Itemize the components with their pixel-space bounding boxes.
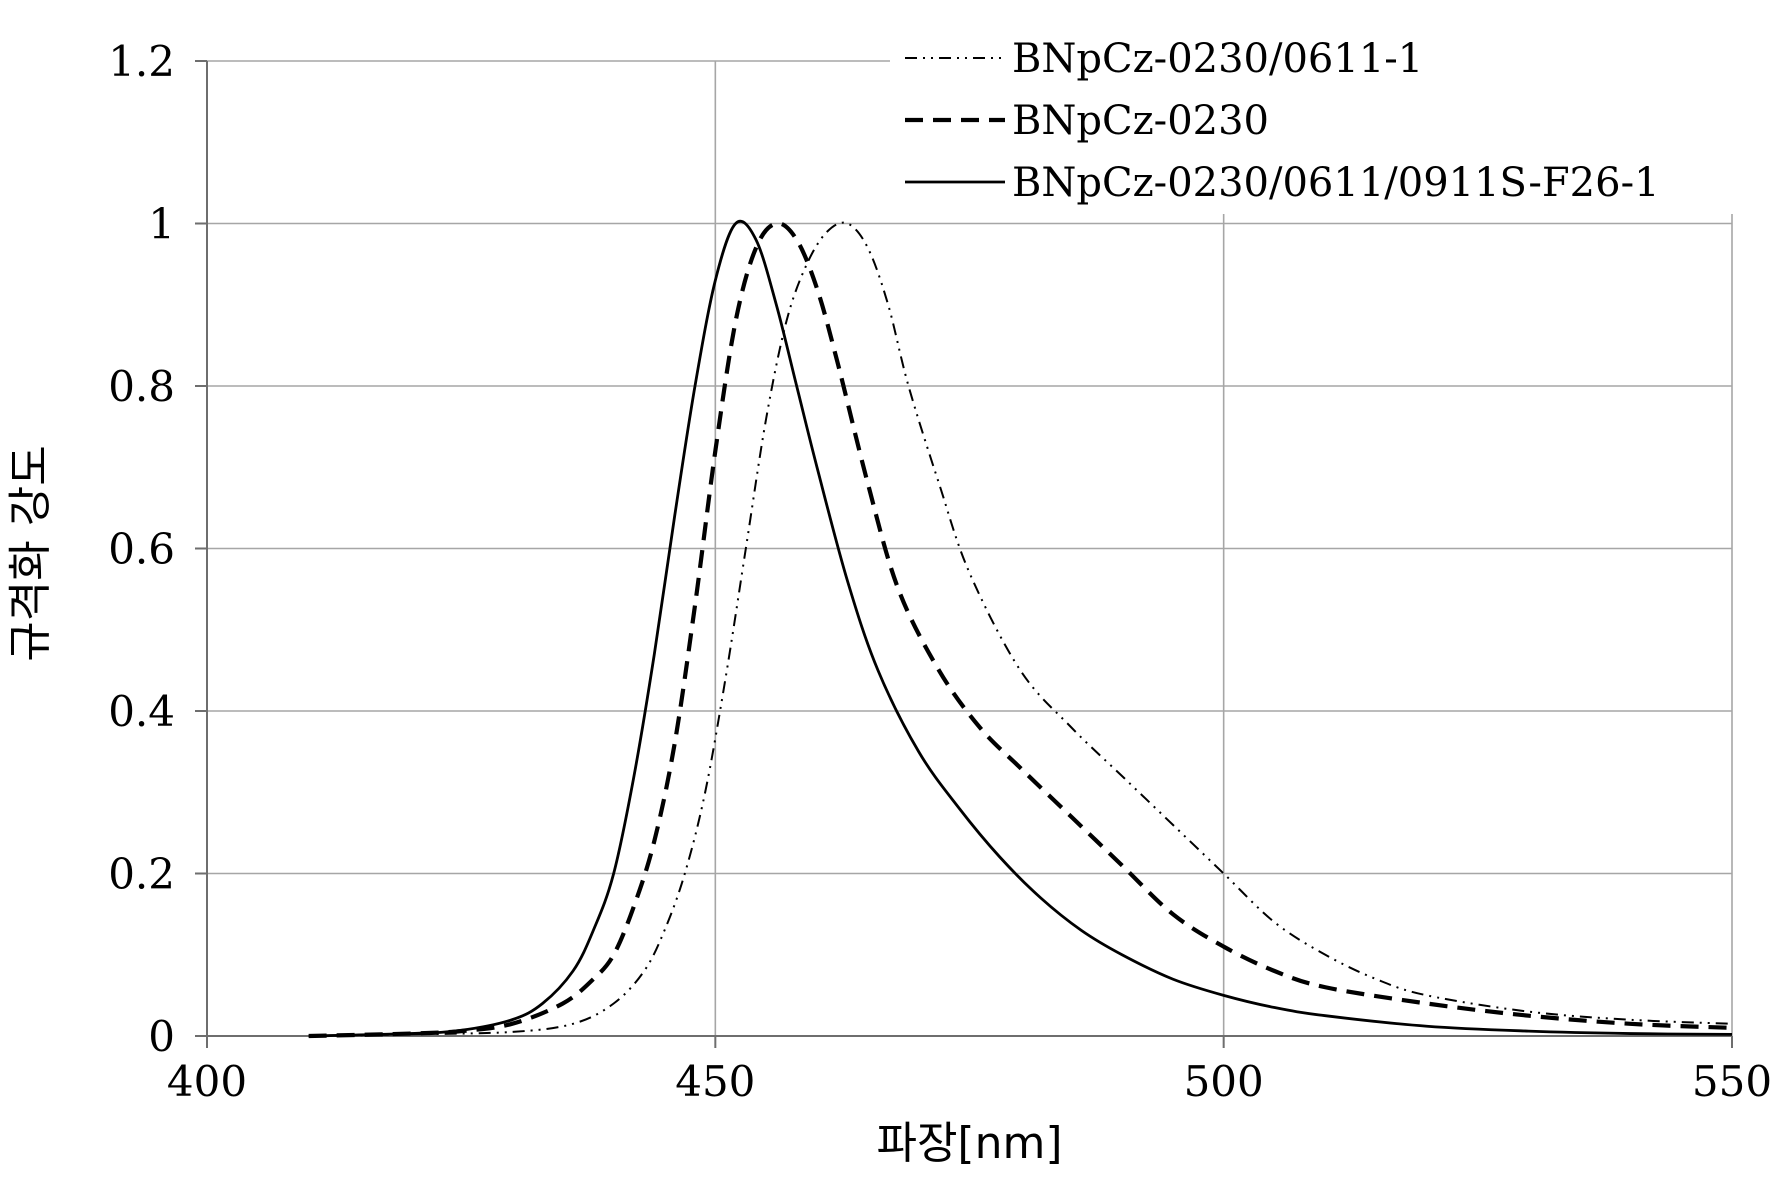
y-axis-title: 규격화 강도 [5,445,56,661]
legend-label-3: BNpCz-0230/0611/0911S-F26-1 [1012,160,1660,206]
x-tick-label: 400 [167,1057,247,1106]
legend-label-1: BNpCz-0230/0611-1 [1012,36,1423,82]
series-line-1 [308,221,1733,1037]
series-line-3 [308,219,1733,1038]
x-axis-title: 파장[nm] [876,1118,1062,1169]
legend-label-2: BNpCz-0230 [1012,98,1269,144]
x-tick-label: 550 [1692,1057,1772,1106]
legend: BNpCz-0230/0611-1 BNpCz-0230 BNpCz-0230/06… [890,24,1740,214]
grid-lines [206,60,1733,1037]
y-tick-label: 0.8 [108,362,175,411]
x-tick-label: 500 [1184,1057,1264,1106]
y-tick-label: 1.2 [108,37,175,86]
y-tick-label: 0 [148,1012,175,1061]
series-line-2 [308,221,1733,1039]
y-tick-label: 0.4 [108,687,175,736]
tick-labels: 0 0.2 0.4 0.6 0.8 1 1.2 400 450 500 550 [108,37,1772,1106]
y-tick-label: 0.6 [108,525,175,574]
axes [195,60,1733,1048]
y-tick-label: 1 [148,200,175,249]
legend-background [890,24,1740,214]
series-lines [308,219,1733,1039]
y-tick-label: 0.2 [108,850,175,899]
x-tick-label: 450 [675,1057,755,1106]
